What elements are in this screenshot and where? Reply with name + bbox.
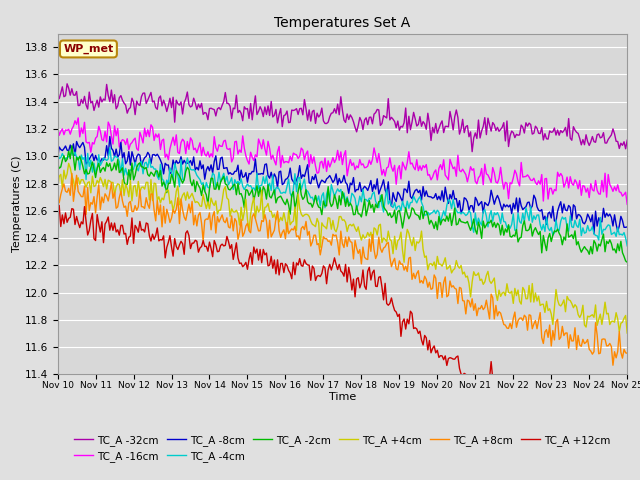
TC_A -16cm bbox=[54, 123, 61, 129]
TC_A -2cm bbox=[71, 167, 79, 173]
TC_A -32cm bbox=[380, 113, 387, 119]
TC_A -2cm bbox=[161, 183, 169, 189]
TC_A -4cm bbox=[54, 147, 61, 153]
TC_A -32cm bbox=[161, 102, 169, 108]
TC_A -8cm bbox=[412, 188, 419, 193]
TC_A -4cm bbox=[161, 185, 169, 191]
TC_A -8cm bbox=[380, 177, 387, 183]
TC_A +4cm bbox=[161, 191, 169, 196]
TC_A -16cm bbox=[70, 123, 77, 129]
TC_A -8cm bbox=[590, 231, 598, 237]
TC_A +8cm bbox=[68, 170, 76, 176]
TC_A -32cm bbox=[557, 128, 564, 133]
TC_A -32cm bbox=[623, 137, 631, 143]
TC_A +8cm bbox=[161, 220, 169, 226]
TC_A -32cm bbox=[468, 149, 476, 155]
TC_A +8cm bbox=[71, 185, 79, 191]
TC_A +12cm bbox=[71, 222, 79, 228]
TC_A -4cm bbox=[556, 228, 563, 233]
TC_A +8cm bbox=[54, 197, 61, 203]
TC_A +4cm bbox=[412, 248, 419, 253]
Line: TC_A -32cm: TC_A -32cm bbox=[58, 84, 627, 152]
X-axis label: Time: Time bbox=[329, 393, 356, 402]
TC_A +4cm bbox=[556, 302, 563, 308]
TC_A -2cm bbox=[399, 225, 406, 231]
TC_A -32cm bbox=[412, 116, 419, 121]
TC_A -16cm bbox=[399, 159, 406, 165]
TC_A +4cm bbox=[399, 248, 406, 253]
TC_A -32cm bbox=[71, 92, 79, 98]
TC_A -2cm bbox=[68, 143, 76, 149]
Line: TC_A +12cm: TC_A +12cm bbox=[58, 205, 627, 455]
TC_A -16cm bbox=[623, 202, 631, 207]
TC_A +12cm bbox=[380, 297, 387, 303]
TC_A -2cm bbox=[623, 259, 631, 265]
Line: TC_A +4cm: TC_A +4cm bbox=[58, 163, 627, 333]
TC_A +12cm bbox=[54, 213, 61, 218]
TC_A +4cm bbox=[380, 235, 387, 241]
TC_A -4cm bbox=[380, 209, 387, 215]
Title: Temperatures Set A: Temperatures Set A bbox=[275, 16, 410, 30]
TC_A -8cm bbox=[70, 141, 77, 147]
TC_A -2cm bbox=[54, 160, 61, 166]
Legend: TC_A -32cm, TC_A -16cm, TC_A -8cm, TC_A -4cm, TC_A -2cm, TC_A +4cm, TC_A +8cm, T: TC_A -32cm, TC_A -16cm, TC_A -8cm, TC_A … bbox=[70, 431, 614, 466]
TC_A +4cm bbox=[71, 186, 79, 192]
TC_A +8cm bbox=[556, 336, 563, 342]
Line: TC_A -4cm: TC_A -4cm bbox=[58, 148, 627, 246]
Line: TC_A +8cm: TC_A +8cm bbox=[58, 173, 627, 365]
TC_A +12cm bbox=[399, 319, 406, 325]
TC_A +12cm bbox=[623, 424, 631, 430]
TC_A -8cm bbox=[623, 224, 631, 230]
TC_A +12cm bbox=[412, 325, 419, 331]
Line: TC_A -8cm: TC_A -8cm bbox=[58, 136, 627, 234]
TC_A -2cm bbox=[412, 211, 419, 216]
TC_A +12cm bbox=[161, 255, 169, 261]
TC_A -16cm bbox=[161, 155, 169, 160]
TC_A +4cm bbox=[623, 330, 631, 336]
TC_A +8cm bbox=[380, 245, 387, 251]
TC_A -8cm bbox=[399, 199, 406, 204]
TC_A -4cm bbox=[412, 197, 419, 203]
TC_A +8cm bbox=[623, 350, 631, 356]
TC_A +8cm bbox=[412, 276, 419, 281]
TC_A -4cm bbox=[106, 145, 114, 151]
TC_A -2cm bbox=[380, 204, 387, 209]
TC_A -8cm bbox=[161, 160, 169, 166]
TC_A -16cm bbox=[412, 167, 419, 172]
TC_A +4cm bbox=[65, 160, 72, 166]
TC_A -8cm bbox=[54, 156, 61, 162]
TC_A -32cm bbox=[399, 124, 406, 130]
TC_A -4cm bbox=[399, 198, 406, 204]
TC_A -32cm bbox=[63, 81, 71, 87]
TC_A -2cm bbox=[556, 230, 563, 236]
Line: TC_A -16cm: TC_A -16cm bbox=[58, 118, 627, 204]
TC_A +8cm bbox=[609, 362, 617, 368]
TC_A -4cm bbox=[623, 243, 631, 249]
Line: TC_A -2cm: TC_A -2cm bbox=[58, 146, 627, 262]
TC_A -16cm bbox=[556, 173, 563, 179]
TC_A -8cm bbox=[106, 133, 114, 139]
TC_A +4cm bbox=[54, 187, 61, 192]
TC_A -16cm bbox=[380, 167, 387, 172]
TC_A -8cm bbox=[556, 203, 563, 209]
TC_A +8cm bbox=[399, 261, 406, 267]
TC_A -32cm bbox=[54, 93, 61, 98]
Y-axis label: Temperatures (C): Temperatures (C) bbox=[12, 156, 22, 252]
TC_A +12cm bbox=[619, 452, 627, 457]
TC_A +12cm bbox=[55, 203, 63, 208]
TC_A -4cm bbox=[70, 153, 77, 158]
Text: WP_met: WP_met bbox=[63, 44, 113, 54]
TC_A -16cm bbox=[74, 115, 82, 121]
TC_A +12cm bbox=[556, 407, 563, 413]
